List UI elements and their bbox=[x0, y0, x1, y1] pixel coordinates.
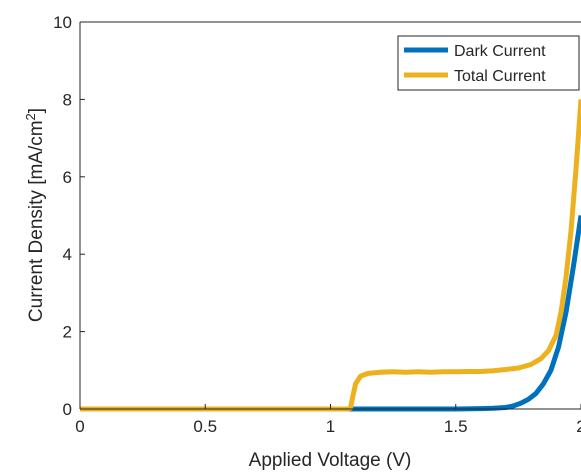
y-tick-label: 10 bbox=[53, 13, 72, 32]
y-tick-label: 2 bbox=[63, 323, 72, 342]
y-tick-label: 8 bbox=[63, 90, 72, 109]
x-axis-label: Applied Voltage (V) bbox=[249, 450, 412, 471]
y-axis-label: Current Density [mA/cm2] bbox=[23, 108, 47, 322]
y-axis-label-superscript: 2 bbox=[23, 113, 38, 120]
y-ticks: 0 2 4 6 8 10 bbox=[53, 13, 85, 419]
x-tick-label: 0 bbox=[75, 417, 84, 436]
legend-box bbox=[397, 35, 580, 91]
legend: Dark Current Total Current bbox=[397, 35, 580, 91]
y-tick-label: 4 bbox=[63, 245, 72, 264]
x-tick-label: 1 bbox=[326, 417, 335, 436]
series-line-total-current bbox=[80, 99, 581, 412]
x-tick-label: 2 bbox=[576, 417, 581, 436]
y-tick-label: 6 bbox=[63, 168, 72, 187]
x-tick-label: 0.5 bbox=[193, 417, 217, 436]
y-axis-label-close: ] bbox=[26, 108, 47, 113]
legend-label-total-current: Total Current bbox=[454, 68, 546, 85]
legend-label-dark-current: Dark Current bbox=[454, 43, 546, 60]
y-axis-label-main: Current Density [mA/cm bbox=[26, 120, 47, 322]
x-tick-label: 1.5 bbox=[444, 417, 468, 436]
x-ticks: 0 0.5 1 1.5 2 bbox=[75, 404, 581, 436]
y-tick-label: 0 bbox=[63, 400, 72, 419]
